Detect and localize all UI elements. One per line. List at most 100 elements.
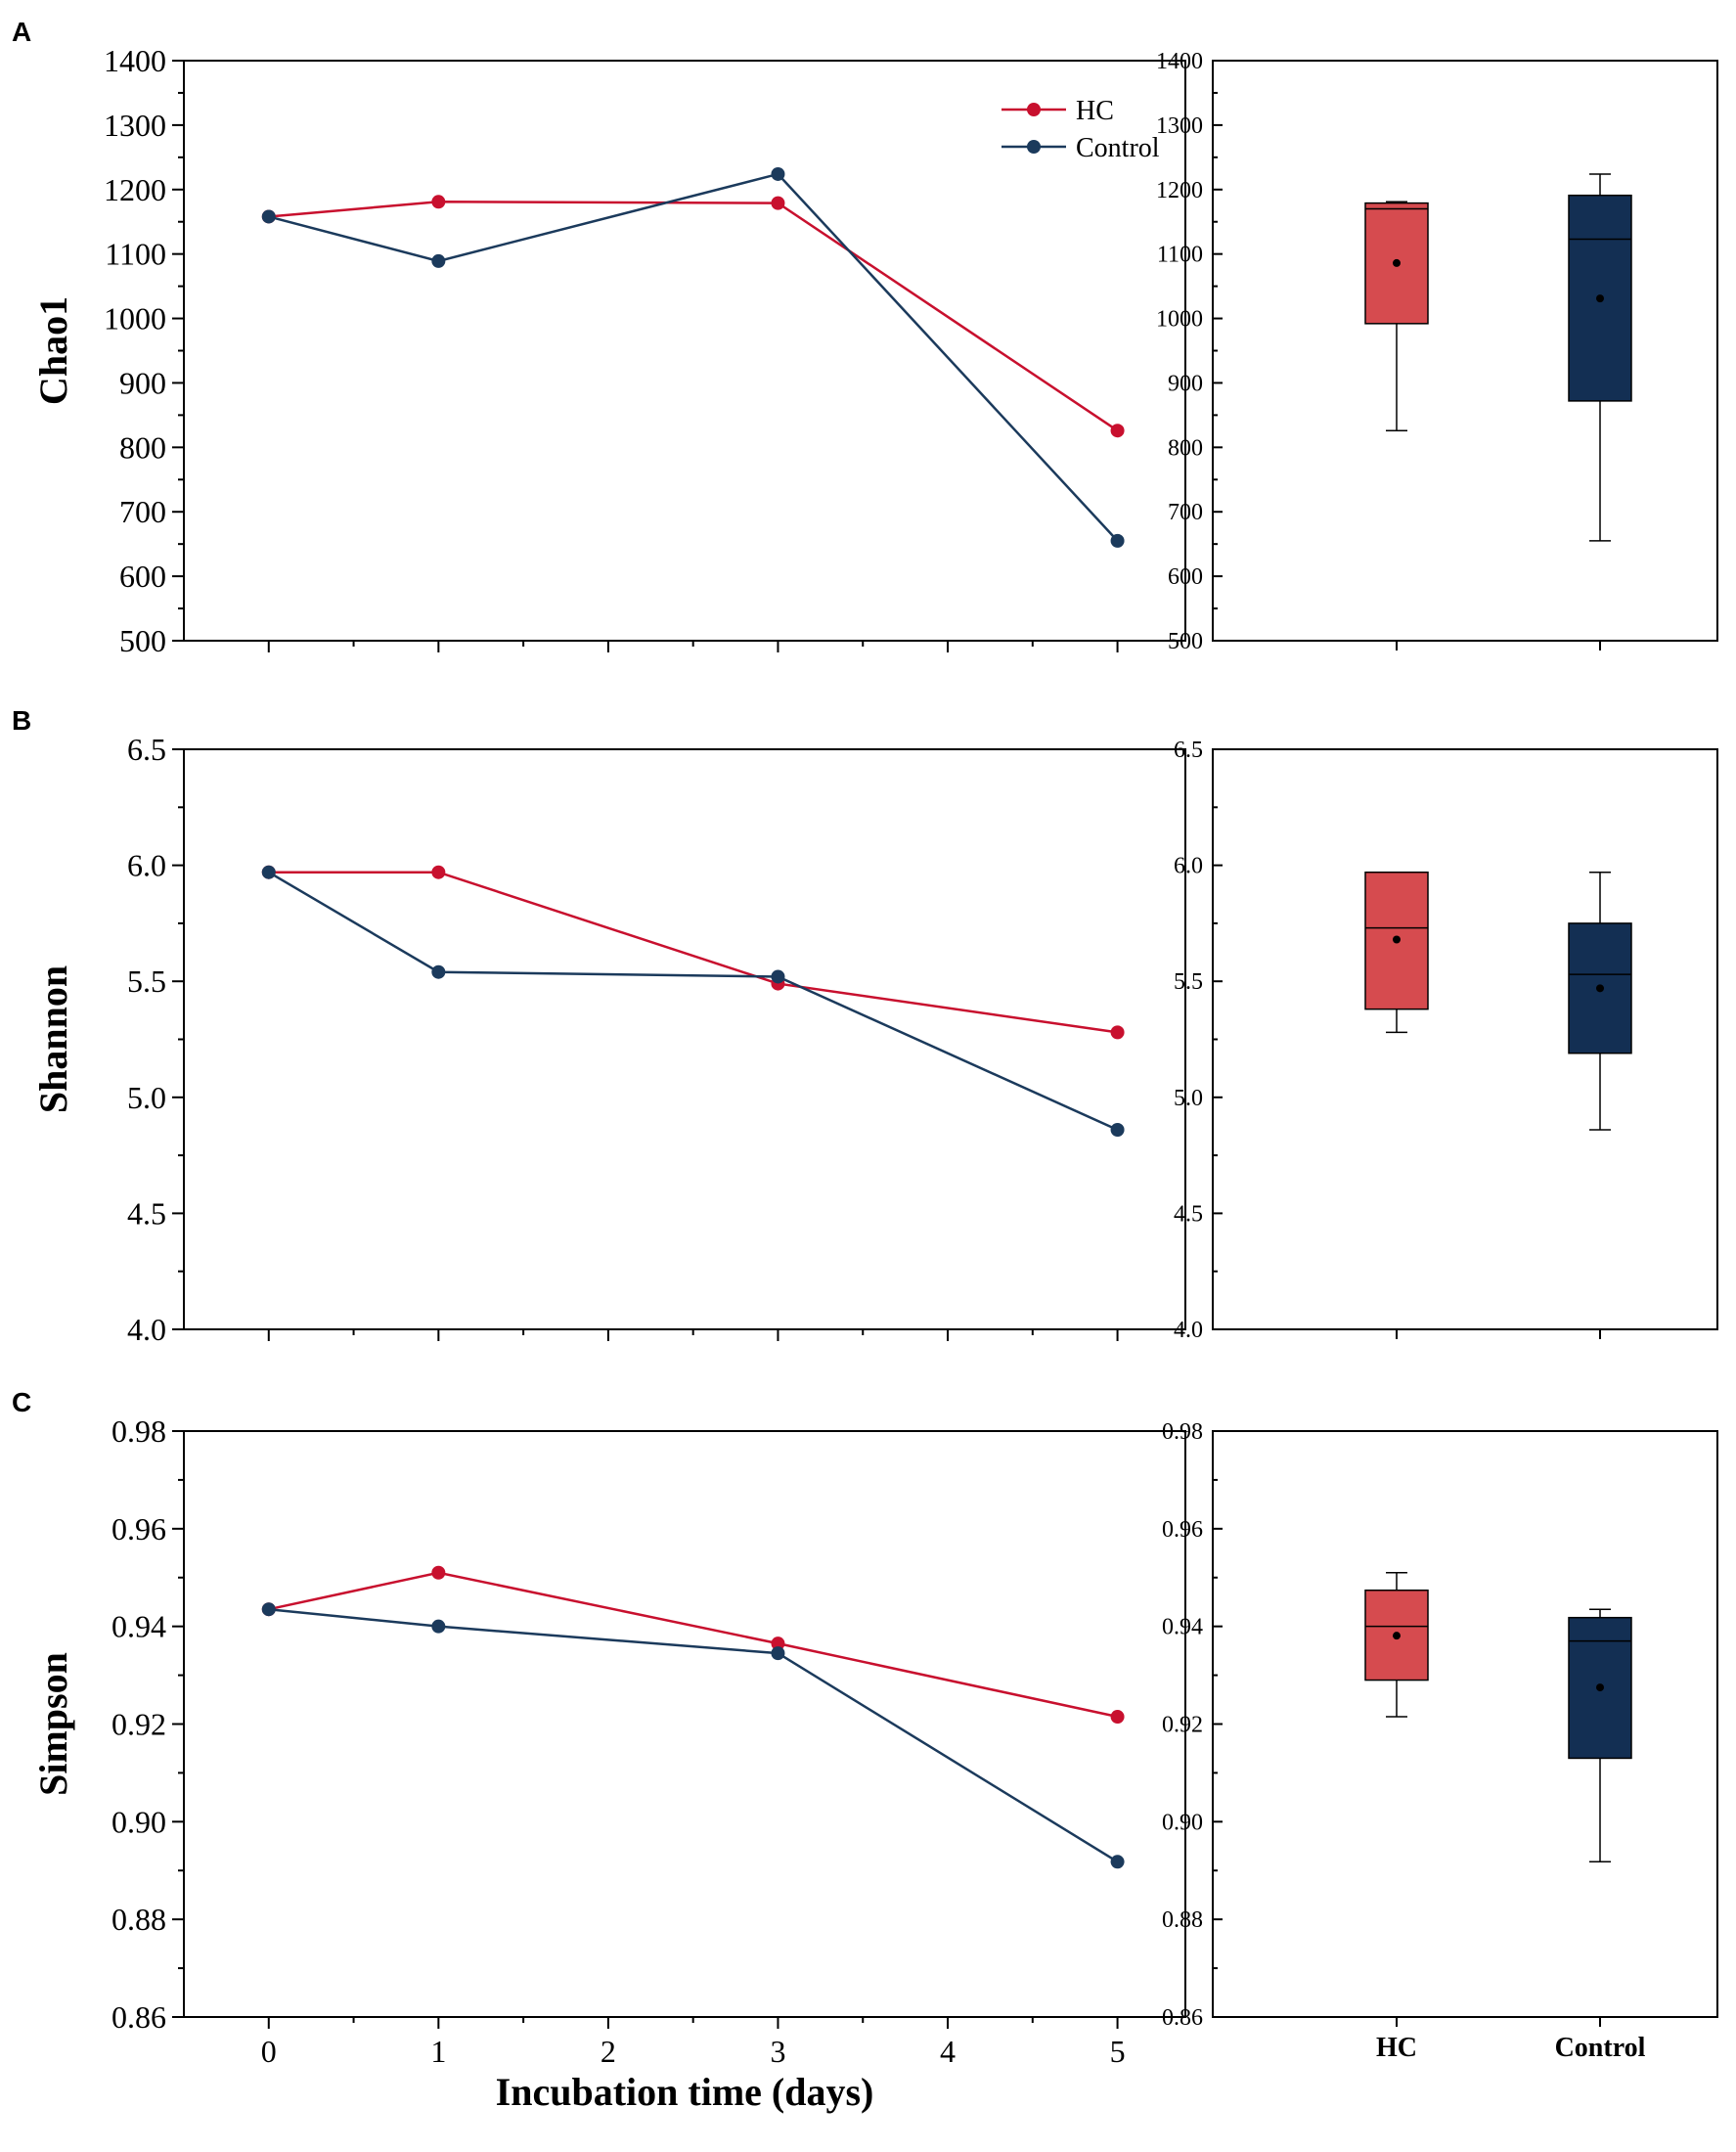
- mean-marker-control: [1596, 984, 1604, 993]
- data-point-hc: [431, 1565, 446, 1580]
- y-tick-label: 4.0: [1174, 1318, 1203, 1343]
- series-line-hc: [268, 1571, 1118, 1719]
- y-tick-label: 0.90: [1162, 1810, 1203, 1835]
- y-tick-label: 0.96: [111, 1511, 166, 1547]
- y-tick-label: 4.5: [1174, 1201, 1203, 1227]
- y-tick-label: 1200: [1156, 178, 1203, 203]
- data-point-control: [261, 1602, 276, 1617]
- line-panel-C: C 0.86 0.88 0.90 0.92 0.94 0.96 0.98 0 1 2 3 4 5 Simps…: [12, 1387, 1186, 2069]
- data-point-hc: [771, 196, 785, 210]
- y-tick-label: 6.0: [127, 848, 166, 883]
- data-point-control: [771, 969, 785, 984]
- y-tick-label: 900: [1168, 371, 1203, 396]
- y-tick-label: 1300: [1156, 113, 1203, 139]
- legend-label-hc: HC: [1076, 96, 1114, 126]
- x-tick-label: 3: [770, 2034, 785, 2069]
- y-tick-label: 0.88: [111, 1902, 166, 1937]
- y-axis-title: Simpson: [31, 1652, 75, 1796]
- line-panel-B: B 4.0 4.5 5.0 5.5 6.0 6.5 Shannon: [12, 705, 1186, 1347]
- panel-label-C: C: [12, 1387, 31, 1417]
- panel-label-B: B: [12, 705, 31, 736]
- y-axis-title: Chao1: [31, 296, 75, 405]
- box-panel-C: 0.86 0.88 0.90 0.92 0.94 0.96 0.98 HC Control: [1162, 1419, 1718, 2063]
- x-tick-label: 0: [261, 2034, 277, 2069]
- y-axis-title: Shannon: [31, 965, 75, 1113]
- y-tick-label: 600: [119, 559, 166, 594]
- y-tick-label: 4.0: [127, 1312, 166, 1347]
- series-line-hc: [268, 871, 1118, 1034]
- y-tick-label: 0.92: [1162, 1713, 1203, 1738]
- x-tick-label: 4: [940, 2034, 956, 2069]
- y-tick-label: 5.0: [127, 1080, 166, 1115]
- data-point-control: [771, 166, 785, 181]
- data-point-control: [261, 865, 276, 879]
- y-tick-label: 700: [119, 494, 166, 529]
- y-tick-label: 0.86: [111, 1999, 166, 2035]
- data-point-control: [1110, 533, 1125, 548]
- x-axis-title: Incubation time (days): [496, 2070, 874, 2114]
- data-point-control: [1110, 1855, 1125, 1869]
- mean-marker-hc: [1393, 258, 1401, 267]
- group-label-control: Control: [1555, 2033, 1646, 2063]
- data-point-hc: [1110, 1025, 1125, 1040]
- data-point-control: [431, 1619, 446, 1634]
- series-line-control: [268, 172, 1119, 542]
- data-point-hc: [771, 1636, 785, 1651]
- y-tick-label: 6.5: [1174, 738, 1203, 763]
- legend-label-control: Control: [1076, 133, 1160, 163]
- y-tick-label: 4.5: [127, 1195, 166, 1231]
- y-tick-label: 6.0: [1174, 854, 1203, 879]
- y-tick-label: 900: [119, 365, 166, 400]
- y-tick-label: 5.5: [1174, 969, 1203, 995]
- y-tick-label: 800: [1168, 435, 1203, 461]
- data-point-control: [1110, 1123, 1125, 1138]
- y-tick-label: 0.94: [1162, 1615, 1203, 1640]
- y-tick-label: 500: [1168, 629, 1203, 654]
- y-tick-label: 0.86: [1162, 2005, 1203, 2031]
- y-tick-label: 0.88: [1162, 1907, 1203, 1933]
- x-tick-label: 2: [601, 2034, 616, 2069]
- box-frame: [1212, 60, 1718, 642]
- y-tick-label: 0.98: [111, 1413, 166, 1449]
- y-tick-label: 5.5: [127, 964, 166, 999]
- y-tick-label: 1200: [104, 172, 166, 207]
- mean-marker-hc: [1393, 935, 1401, 944]
- y-tick-label: 0.98: [1162, 1419, 1203, 1445]
- mean-marker-control: [1596, 1683, 1604, 1692]
- series-line-control: [268, 871, 1119, 1132]
- group-label-hc: HC: [1376, 2033, 1417, 2063]
- data-point-control: [771, 1646, 785, 1661]
- data-point-hc: [1110, 424, 1125, 438]
- x-tick-label: 5: [1110, 2034, 1126, 2069]
- series-line-control: [268, 1607, 1119, 1863]
- plot-frame: [183, 1430, 1186, 2018]
- data-point-control: [431, 964, 446, 979]
- y-tick-label: 700: [1168, 500, 1203, 525]
- line-panel-A: A 500 600 700 800 900 1000 1100 1200 1300 1400 Chao…: [12, 17, 1186, 658]
- data-point-control: [261, 209, 276, 224]
- box-panel-A: 500 600 700 800 900 1000 1100 1200 1300 1400: [1156, 49, 1718, 654]
- legend-marker-control: [1027, 140, 1041, 154]
- box-panel-B: 4.0 4.5 5.0 5.5 6.0 6.5: [1174, 738, 1718, 1343]
- box-frame: [1212, 748, 1718, 1330]
- y-tick-label: 1400: [104, 43, 166, 78]
- data-point-hc: [431, 195, 446, 209]
- y-tick-label: 800: [119, 429, 166, 465]
- y-tick-label: 1400: [1156, 49, 1203, 74]
- panel-label-A: A: [12, 17, 31, 47]
- y-tick-label: 1100: [1157, 243, 1203, 268]
- y-tick-label: 0.94: [111, 1609, 166, 1644]
- y-tick-label: 0.96: [1162, 1517, 1203, 1543]
- y-tick-label: 600: [1168, 564, 1203, 590]
- y-tick-label: 500: [119, 623, 166, 658]
- data-point-control: [431, 253, 446, 268]
- y-tick-label: 1000: [104, 301, 166, 336]
- legend-marker-hc: [1027, 103, 1041, 116]
- y-tick-label: 1100: [105, 237, 166, 272]
- y-tick-label: 0.92: [111, 1707, 166, 1742]
- plot-frame: [183, 748, 1186, 1330]
- y-tick-label: 5.0: [1174, 1086, 1203, 1111]
- y-tick-label: 1000: [1156, 307, 1203, 333]
- data-point-hc: [1110, 1710, 1125, 1725]
